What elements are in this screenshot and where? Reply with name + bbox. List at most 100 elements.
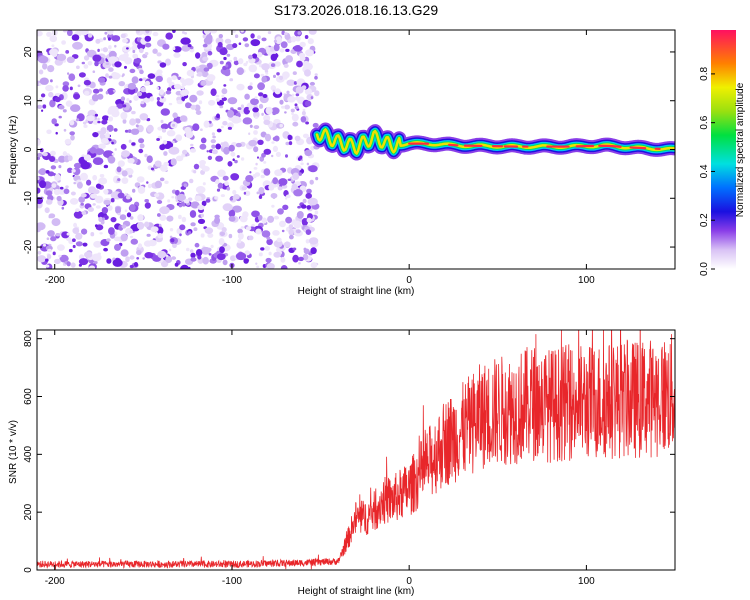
- noise-speckle: [57, 244, 65, 251]
- noise-speckle: [256, 191, 260, 195]
- noise-speckle: [144, 153, 148, 158]
- noise-speckle: [106, 238, 111, 242]
- noise-speckle: [124, 129, 129, 133]
- noise-speckle: [144, 202, 151, 209]
- noise-speckle: [254, 96, 258, 99]
- noise-speckle: [175, 189, 180, 196]
- noise-speckle: [270, 193, 278, 199]
- noise-speckle: [265, 257, 272, 263]
- noise-speckle: [266, 263, 275, 269]
- noise-speckle: [216, 113, 220, 119]
- noise-speckle: [147, 73, 156, 79]
- noise-speckle: [208, 99, 216, 106]
- noise-speckle: [304, 35, 309, 39]
- noise-speckle: [51, 183, 57, 189]
- noise-speckle: [211, 144, 216, 149]
- noise-speckle: [232, 43, 238, 49]
- noise-speckle: [304, 100, 312, 107]
- noise-speckle: [221, 125, 224, 129]
- noise-speckle: [306, 162, 310, 166]
- noise-speckle: [111, 35, 121, 42]
- noise-speckle: [298, 256, 304, 262]
- noise-speckle: [169, 228, 174, 232]
- noise-speckle: [98, 88, 103, 92]
- noise-speckle: [293, 189, 303, 197]
- noise-speckle: [263, 168, 271, 176]
- noise-speckle: [232, 205, 242, 213]
- noise-speckle: [242, 117, 253, 125]
- noise-speckle: [251, 210, 260, 218]
- noise-speckle: [117, 212, 121, 216]
- noise-speckle: [308, 237, 319, 245]
- colorbar-tick-label: 0.4: [699, 164, 710, 178]
- noise-speckle: [180, 85, 185, 90]
- noise-speckle: [102, 115, 109, 121]
- noise-speckle: [38, 55, 49, 64]
- noise-speckle: [222, 175, 229, 181]
- snr-y-ticks: 0 200 400 600 800: [23, 330, 675, 573]
- noise-speckle: [248, 107, 252, 111]
- noise-speckle: [101, 207, 109, 214]
- noise-speckle: [248, 64, 258, 73]
- noise-speckle: [290, 36, 297, 43]
- noise-speckle: [128, 139, 132, 143]
- noise-speckle: [37, 255, 46, 263]
- y-tick-label: 20: [23, 46, 34, 58]
- noise-speckle: [49, 48, 59, 56]
- noise-speckle: [244, 190, 251, 196]
- noise-speckle: [65, 50, 70, 54]
- noise-speckle: [296, 211, 304, 219]
- noise-speckle: [70, 104, 81, 112]
- noise-speckle: [126, 98, 130, 102]
- noise-speckle: [107, 37, 111, 41]
- noise-speckle: [120, 111, 128, 120]
- noise-speckle: [129, 255, 135, 260]
- noise-speckle: [223, 56, 227, 61]
- noise-speckle: [50, 165, 57, 170]
- noise-speckle: [292, 172, 300, 180]
- noise-speckle: [75, 208, 80, 213]
- noise-speckle: [140, 100, 145, 105]
- noise-speckle: [75, 241, 83, 247]
- noise-speckle: [120, 96, 126, 102]
- noise-speckle: [46, 31, 52, 37]
- noise-speckle: [298, 261, 301, 265]
- noise-speckle: [163, 161, 169, 166]
- noise-speckle: [162, 140, 168, 145]
- noise-speckle: [136, 91, 143, 97]
- noise-speckle: [200, 137, 207, 144]
- noise-speckle: [103, 164, 109, 169]
- noise-speckle: [306, 217, 312, 223]
- noise-speckle: [222, 120, 228, 126]
- noise-speckle: [40, 93, 46, 98]
- noise-speckle: [83, 64, 89, 69]
- noise-speckle: [135, 30, 140, 34]
- noise-speckle: [240, 226, 245, 229]
- noise-speckle: [201, 165, 210, 172]
- noise-speckle: [83, 124, 88, 128]
- noise-speckle: [129, 118, 137, 126]
- noise-speckle: [206, 150, 209, 153]
- noise-speckle: [276, 237, 282, 243]
- noise-speckle: [86, 179, 92, 186]
- colorbar-ticks: 0.0 0.2 0.4 0.6 0.8: [699, 67, 715, 276]
- noise-speckle: [245, 175, 254, 183]
- noise-speckle: [174, 262, 179, 267]
- noise-speckle: [47, 65, 55, 73]
- noise-speckle: [274, 61, 281, 67]
- noise-speckle: [165, 90, 172, 95]
- noise-speckle: [132, 53, 139, 59]
- noise-speckle: [281, 30, 286, 35]
- noise-speckle: [193, 163, 200, 170]
- noise-speckle: [45, 199, 53, 205]
- noise-speckle: [168, 102, 173, 106]
- noise-speckle: [69, 131, 75, 136]
- noise-speckle: [305, 239, 310, 244]
- x-tick-label: -100: [222, 576, 242, 587]
- noise-speckle: [136, 176, 145, 183]
- noise-speckle: [99, 174, 105, 178]
- noise-speckle: [308, 165, 318, 173]
- noise-speckle: [144, 52, 149, 56]
- noise-speckle: [273, 251, 282, 258]
- y-tick-label: 0: [23, 567, 34, 573]
